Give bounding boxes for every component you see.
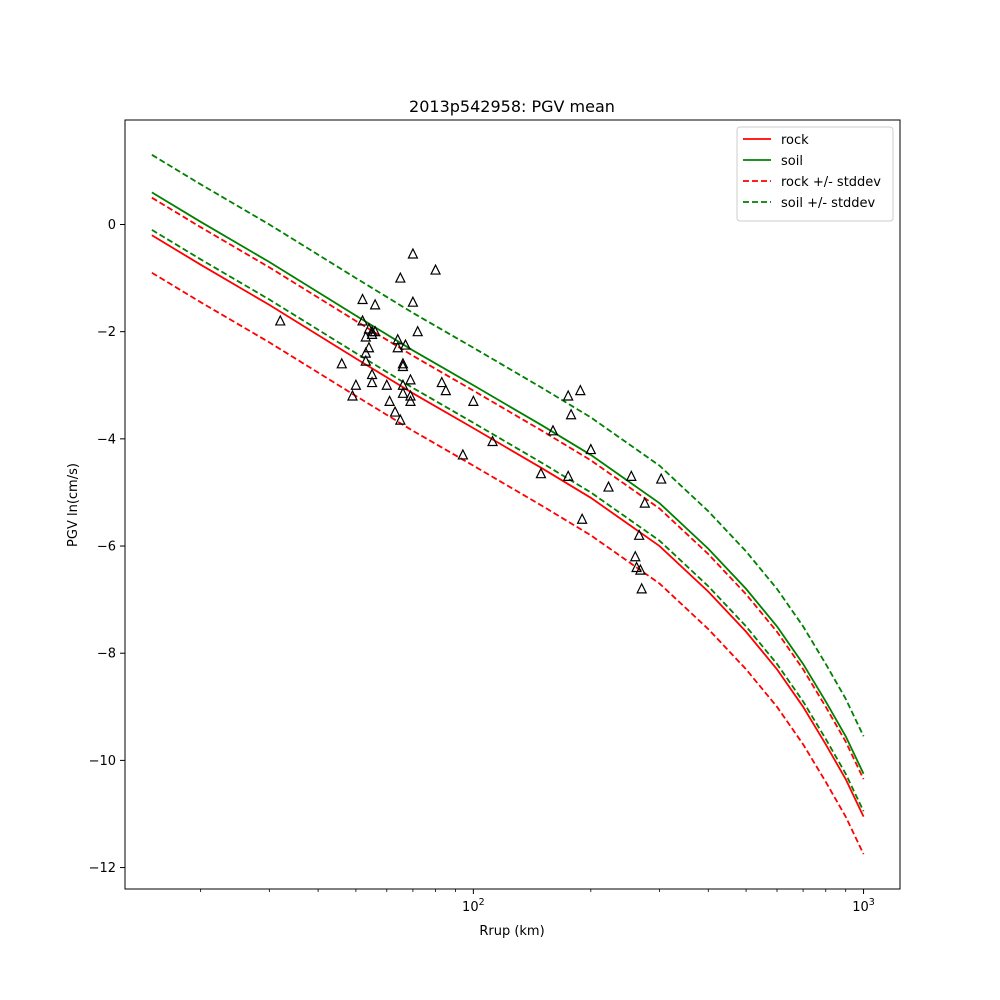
observation-marker [487,435,499,447]
y-tick-label: −4 [97,432,116,447]
observation-marker [392,341,404,353]
y-tick-label: 0 [108,218,116,233]
observation-marker [457,448,469,460]
plot-area [124,119,901,890]
observation-marker [405,373,416,385]
series-line-solid-1 [151,191,865,775]
observation-marker [562,470,574,481]
observation-marker [625,470,637,481]
observation-marker [574,384,586,396]
x-tick-label: 103 [852,897,875,915]
observation-marker [412,325,424,337]
y-axis-label: PGV ln(cm/s) [66,463,81,547]
x-axis-label: Rrup (km) [479,924,544,939]
observation-marker [389,405,401,417]
observation-marker [274,314,286,326]
observation-marker [369,298,381,310]
observation-marker [639,496,651,508]
observation-marker [629,550,641,562]
observation-marker [360,354,372,366]
observation-marker [562,389,574,401]
observation-marker [440,384,452,396]
y-tick-label: −8 [97,647,116,662]
x-axis: 102 103 [200,889,875,915]
legend-label: soil +/- stddev [781,196,876,211]
observation-marker [363,341,375,353]
observation-marker [347,389,358,401]
observation-marker [436,376,448,388]
observation-marker [369,325,381,337]
y-tick-label: −2 [97,325,116,340]
observation-marker [381,378,393,390]
observation-marker [407,247,419,259]
observation-marker [430,263,442,275]
series-line-dashed-3 [151,271,865,855]
observation-marker [397,386,409,398]
legend-box [736,126,894,222]
observation-marker [547,424,559,436]
y-axis: 0 −2 −4 −6 −8 −10 −12 [89,218,125,876]
series-line-dashed-5 [151,229,865,812]
observation-marker [565,408,577,420]
observation-marker [631,561,643,573]
y-tick-label: −6 [97,540,116,555]
observation-marker [585,443,597,455]
y-tick-label: −10 [89,754,116,769]
observation-marker [407,295,419,307]
observation-marker [394,271,406,283]
legend-label: soil [781,154,803,169]
observation-marker [634,563,646,575]
observation-marker [603,480,614,492]
observation-marker [397,357,409,369]
series-line-dashed-4 [151,154,865,737]
chart-title: 2013p542958: PGV mean [409,97,615,116]
observation-marker [576,512,588,524]
y-tick-label: −12 [89,861,116,876]
observation-marker [357,293,369,305]
observation-marker [400,338,411,350]
observation-markers [274,247,667,594]
series-layer [151,154,865,855]
observation-marker [535,467,547,479]
observation-marker [467,394,479,406]
x-tick-label: 102 [462,897,485,915]
observation-marker [405,394,416,406]
observation-marker [405,389,416,401]
legend-label: rock [781,133,809,148]
legend-label: rock +/- stddev [781,175,881,190]
observation-marker [384,394,396,406]
plot-frame [124,119,901,890]
observation-marker [350,378,362,390]
observation-marker [636,582,648,594]
legend: rock soil rock +/- stddev soil +/- stddev [736,126,894,222]
observation-marker [357,314,369,326]
observation-marker [655,472,667,484]
series-line-dashed-2 [151,196,865,780]
observation-marker [336,357,348,369]
observation-marker [366,328,378,339]
observation-marker [366,376,378,388]
observation-marker [633,528,645,540]
observation-marker [397,360,409,372]
observation-marker [394,413,406,425]
series-line-solid-0 [151,234,865,818]
